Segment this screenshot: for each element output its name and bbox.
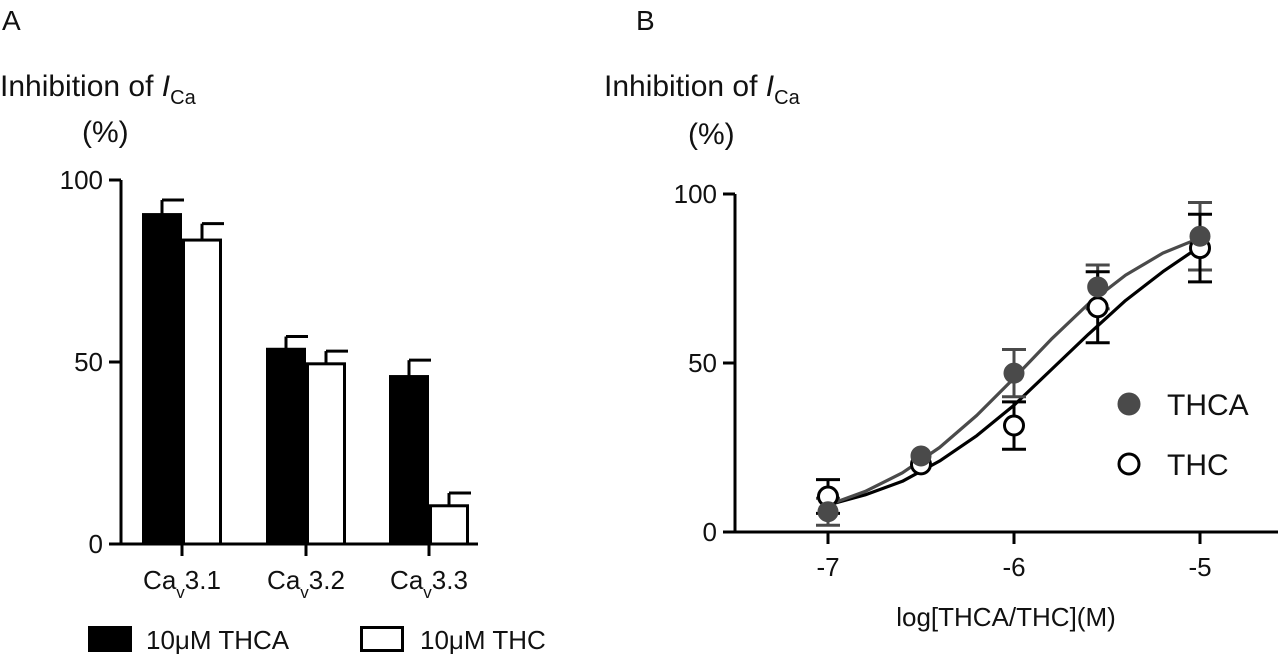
legend-marker: [1117, 392, 1141, 416]
bar: [266, 347, 306, 546]
legend-label: THC: [1167, 449, 1229, 482]
panel-b-ylabel-unit: (%): [688, 118, 735, 151]
y-tick-label: 100: [60, 165, 103, 195]
legend-marker: [1117, 452, 1141, 476]
bar: [429, 504, 469, 546]
data-point: [910, 445, 932, 467]
bar: [389, 375, 429, 546]
panel-a-ylabel: Inhibition of ICa: [0, 70, 197, 109]
x-tick-label: -5: [1188, 552, 1211, 582]
legend-swatch: [88, 626, 132, 652]
bar: [182, 238, 222, 546]
bar-chart-panel-a: 0 50 100 Cav3.1 Cav3.2 Cav3.3 10μM THCA 10μM TH…: [60, 165, 546, 655]
x-tick-label: -7: [816, 552, 839, 582]
x-tick-label: -6: [1002, 552, 1025, 582]
x-tick-label: Cav3.2: [267, 565, 345, 602]
legend-label: THCA: [1167, 389, 1249, 422]
y-tick-label: 0: [703, 517, 717, 547]
data-point: [1087, 276, 1109, 298]
x-tick-label: Cav3.1: [143, 565, 221, 602]
y-tick-label: 0: [89, 529, 103, 559]
data-point: [1003, 362, 1025, 384]
bar: [306, 362, 346, 546]
scatter-chart-panel-b: 0 50 100 -7 -6 -5 log[THCA/THC](M) THCA THC: [674, 179, 1278, 632]
data-point: [1086, 296, 1109, 319]
y-tick-label: 50: [74, 347, 103, 377]
y-tick-label: 100: [674, 179, 717, 209]
x-tick-label: Cav3.3: [390, 565, 468, 602]
legend-label: 10μM THCA: [146, 625, 290, 655]
panel-a-label: A: [2, 5, 21, 36]
legend-label: 10μM THC: [420, 625, 546, 655]
panel-b-ylabel: Inhibition of ICa: [604, 70, 801, 109]
data-point: [817, 501, 839, 523]
legend-swatch: [360, 626, 404, 652]
panel-b-label: B: [636, 5, 655, 36]
bar: [142, 213, 182, 546]
data-point: [1003, 414, 1025, 437]
y-tick-label: 50: [688, 348, 717, 378]
data-point: [1189, 225, 1211, 247]
panel-a-ylabel-unit: (%): [82, 116, 129, 149]
x-axis-label: log[THCA/THC](M): [896, 602, 1116, 632]
